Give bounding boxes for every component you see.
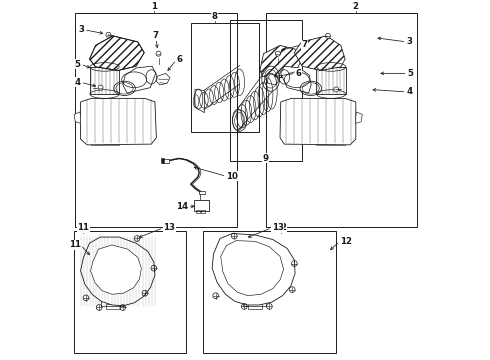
Text: 1: 1: [151, 2, 157, 11]
Bar: [194, 200, 209, 211]
Text: 3: 3: [78, 25, 84, 34]
Bar: [196, 210, 200, 213]
Text: 2: 2: [353, 2, 359, 11]
Polygon shape: [90, 36, 144, 71]
Text: 14: 14: [176, 202, 188, 211]
Polygon shape: [220, 240, 284, 296]
Text: 3: 3: [407, 37, 413, 46]
Text: 8: 8: [212, 12, 218, 21]
Bar: [230, 20, 302, 161]
Polygon shape: [74, 112, 80, 123]
Bar: [198, 190, 205, 194]
Polygon shape: [80, 98, 156, 145]
Text: 7: 7: [152, 31, 159, 40]
Text: 4: 4: [407, 87, 413, 96]
Text: 11: 11: [69, 240, 80, 249]
Text: 5: 5: [74, 59, 80, 68]
Polygon shape: [280, 98, 356, 145]
Circle shape: [106, 32, 111, 37]
Text: 9: 9: [263, 154, 269, 163]
Bar: [266, 13, 417, 227]
Polygon shape: [123, 66, 156, 93]
Polygon shape: [156, 73, 170, 85]
Bar: [203, 231, 336, 353]
Text: 12: 12: [340, 237, 352, 246]
Bar: [74, 231, 186, 353]
Bar: [317, 128, 345, 145]
Text: 6: 6: [176, 55, 182, 64]
Circle shape: [98, 85, 103, 90]
Circle shape: [156, 51, 161, 56]
Bar: [106, 304, 120, 309]
Polygon shape: [294, 36, 345, 71]
Text: 11: 11: [77, 223, 90, 232]
Polygon shape: [91, 245, 141, 294]
Polygon shape: [212, 234, 295, 305]
Text: 6: 6: [296, 69, 302, 78]
Text: 5: 5: [408, 69, 414, 78]
Circle shape: [275, 51, 280, 56]
Polygon shape: [260, 45, 300, 79]
Polygon shape: [266, 73, 279, 85]
Text: 13: 13: [164, 223, 175, 232]
Bar: [317, 67, 346, 94]
Bar: [75, 13, 237, 227]
Bar: [248, 304, 262, 309]
Text: 7: 7: [301, 40, 308, 49]
Bar: [91, 128, 119, 145]
Bar: [191, 23, 259, 132]
Bar: [201, 210, 205, 213]
Polygon shape: [195, 89, 205, 113]
Bar: [101, 291, 124, 306]
Polygon shape: [356, 112, 362, 123]
Text: 12: 12: [275, 223, 287, 232]
Text: 10: 10: [226, 172, 238, 181]
Bar: [90, 67, 119, 94]
Circle shape: [325, 33, 330, 38]
Bar: [243, 291, 267, 306]
Text: 13: 13: [272, 223, 284, 232]
Text: 4: 4: [74, 78, 80, 87]
Polygon shape: [80, 237, 155, 306]
Bar: [163, 159, 169, 163]
Polygon shape: [281, 66, 311, 93]
Circle shape: [334, 87, 339, 92]
Bar: [161, 158, 164, 163]
